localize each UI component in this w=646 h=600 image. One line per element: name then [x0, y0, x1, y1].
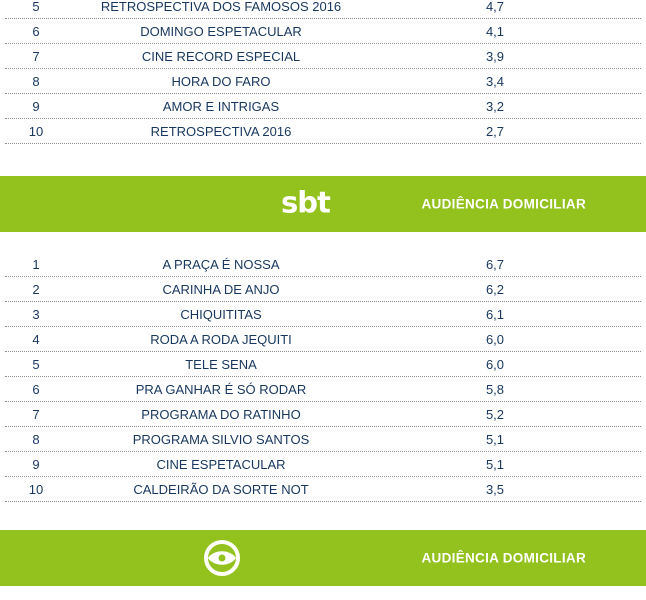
program-name-cell: CHIQUITITAS: [180, 306, 262, 322]
rank-cell: 8: [32, 431, 40, 447]
table-row: 10 RETROSPECTIVA 2016 2,7: [5, 119, 641, 144]
program-name-cell: HORA DO FARO: [171, 73, 271, 89]
rating-cell: 6,2: [485, 281, 505, 297]
rank-cell: 6: [32, 23, 40, 39]
rank-cell: 4: [32, 331, 40, 347]
table-row: 7 CINE RECORD ESPECIAL 3,9: [5, 44, 641, 69]
rank-cell: 5: [32, 356, 40, 372]
program-name-cell: PROGRAMA DO RATINHO: [141, 406, 301, 422]
band-header-band: AUDIÊNCIA DOMICILIAR: [0, 530, 646, 586]
table-row: 6 PRA GANHAR É SÓ RODAR 5,8: [5, 377, 641, 402]
sbt-header-band: sbt AUDIÊNCIA DOMICILIAR: [0, 176, 646, 232]
rank-cell: 1: [32, 256, 40, 272]
table-row: 6 DOMINGO ESPETACULAR 4,1: [5, 19, 641, 44]
rating-cell: 4,7: [485, 0, 505, 14]
table-row: 9 AMOR E INTRIGAS 3,2: [5, 94, 641, 119]
rank-cell: 9: [32, 456, 40, 472]
rank-cell: 9: [32, 98, 40, 114]
rating-cell: 6,1: [485, 306, 505, 322]
rank-cell: 5: [32, 0, 40, 14]
rating-cell: 3,5: [485, 481, 505, 497]
rating-cell: 3,4: [485, 73, 505, 89]
sbt-ranking-table: 1 A PRAÇA É NOSSA 6,7 2 CARINHA DE ANJO 6,2 3 C…: [5, 252, 641, 502]
program-name-cell: AMOR E INTRIGAS: [162, 98, 280, 114]
rating-cell: 6,0: [485, 331, 505, 347]
program-name-cell: CINE ESPETACULAR: [156, 456, 286, 472]
rank-cell: 10: [28, 123, 44, 139]
program-name-cell: PRA GANHAR É SÓ RODAR: [135, 381, 307, 397]
program-name-cell: CINE RECORD ESPECIAL: [141, 48, 301, 64]
table-row: 7 PROGRAMA DO RATINHO 5,2: [5, 402, 641, 427]
rank-cell: 6: [32, 381, 40, 397]
table-row: 3 CHIQUITITAS 6,1: [5, 302, 641, 327]
rating-cell: 2,7: [485, 123, 505, 139]
rank-cell: 7: [32, 406, 40, 422]
table-row: 5 TELE SENA 6,0: [5, 352, 641, 377]
rating-cell: 5,1: [485, 456, 505, 472]
record-ranking-table: 5 RETROSPECTIVA DOS FAMOSOS 2016 4,7 6 DOMIN…: [5, 0, 641, 144]
table-row: 1 A PRAÇA É NOSSA 6,7: [5, 252, 641, 277]
program-name-cell: TELE SENA: [185, 356, 257, 372]
rating-cell: 5,1: [485, 431, 505, 447]
table-row: 5 RETROSPECTIVA DOS FAMOSOS 2016 4,7: [5, 0, 641, 19]
rank-cell: 2: [32, 281, 40, 297]
program-name-cell: CARINHA DE ANJO: [162, 281, 280, 297]
table-row: 9 CINE ESPETACULAR 5,1: [5, 452, 641, 477]
rank-cell: 3: [32, 306, 40, 322]
rating-cell: 6,0: [485, 356, 505, 372]
sbt-logo-icon: sbt: [281, 185, 331, 220]
band-header-label: AUDIÊNCIA DOMICILIAR: [421, 550, 586, 566]
program-name-cell: PROGRAMA SILVIO SANTOS: [132, 431, 310, 447]
program-name-cell: CALDEIRÃO DA SORTE NOT: [133, 481, 309, 497]
sbt-header-label: AUDIÊNCIA DOMICILIAR: [421, 196, 586, 212]
table-row: 8 HORA DO FARO 3,4: [5, 69, 641, 94]
table-row: 8 PROGRAMA SILVIO SANTOS 5,1: [5, 427, 641, 452]
table-row: 4 RODA A RODA JEQUITI 6,0: [5, 327, 641, 352]
rating-cell: 3,9: [485, 48, 505, 64]
rank-cell: 10: [28, 481, 44, 497]
program-name-cell: DOMINGO ESPETACULAR: [140, 23, 302, 39]
rank-cell: 7: [32, 48, 40, 64]
table-row: 10 CALDEIRÃO DA SORTE NOT 3,5: [5, 477, 641, 502]
program-name-cell: RETROSPECTIVA DOS FAMOSOS 2016: [100, 0, 342, 14]
rating-cell: 5,8: [485, 381, 505, 397]
table-row: 2 CARINHA DE ANJO 6,2: [5, 277, 641, 302]
rating-cell: 6,7: [485, 256, 505, 272]
rating-cell: 3,2: [485, 98, 505, 114]
rating-cell: 5,2: [485, 406, 505, 422]
program-name-cell: A PRAÇA É NOSSA: [162, 256, 280, 272]
rank-cell: 8: [32, 73, 40, 89]
program-name-cell: RETROSPECTIVA 2016: [150, 123, 292, 139]
program-name-cell: RODA A RODA JEQUITI: [150, 331, 292, 347]
band-eye-logo-icon: [204, 540, 240, 576]
rating-cell: 4,1: [485, 23, 505, 39]
